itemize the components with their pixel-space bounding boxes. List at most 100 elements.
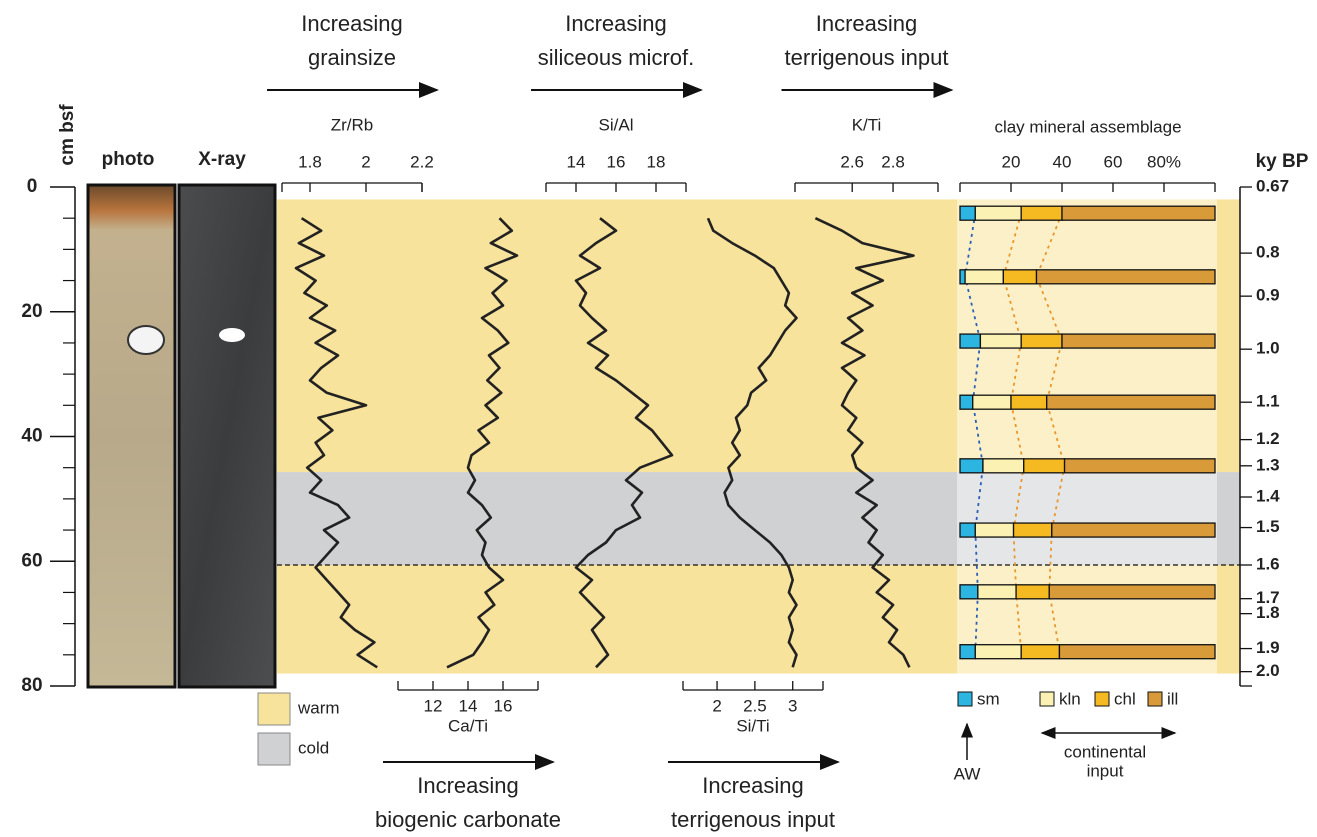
continental-label: continental	[1064, 742, 1146, 761]
clay-trend	[1035, 212, 1066, 652]
annotation: Increasing	[702, 773, 804, 798]
x-tick-label: 60	[1104, 152, 1123, 171]
x-tick-label: 20	[1002, 152, 1021, 171]
zone-band	[277, 472, 1240, 565]
y-tick-label: 0	[27, 176, 38, 197]
legend-swatch	[1147, 691, 1163, 707]
continental-label: input	[1087, 761, 1124, 780]
clay-segment	[1061, 205, 1216, 221]
depth-axis-label: cm bsf	[57, 104, 78, 166]
clay-segment	[959, 205, 976, 221]
clay-segment	[959, 394, 974, 410]
clay-segment	[959, 644, 976, 660]
legend-label: ill	[1167, 689, 1178, 708]
age-tick-label: 1.9	[1256, 638, 1280, 657]
panel-label: photo	[102, 149, 155, 170]
clay-segment	[1010, 394, 1048, 410]
annotation: grainsize	[308, 45, 396, 70]
age-tick-label: 1.2	[1256, 429, 1280, 448]
clay-segment	[1048, 584, 1216, 600]
axis-name: K/Ti	[852, 115, 882, 134]
annotation: biogenic carbonate	[375, 807, 561, 832]
aw-label: AW	[954, 764, 981, 783]
panel-label: X-ray	[198, 149, 246, 170]
age-axis-label: ky BP	[1256, 151, 1309, 172]
clay-segment	[1051, 522, 1216, 538]
profile-line	[814, 217, 915, 668]
clay-title: clay mineral assemblage	[994, 117, 1181, 136]
legend-swatch	[1039, 691, 1055, 707]
clay-trend	[964, 213, 984, 652]
legend-label: chl	[1114, 689, 1136, 708]
clay-segment	[959, 458, 984, 474]
legend-label: kln	[1059, 689, 1081, 708]
axis-name: Ca/Ti	[448, 716, 488, 735]
x-tick-label: 14	[459, 696, 478, 715]
x-tick-label: 12	[424, 696, 443, 715]
clast	[127, 325, 165, 355]
y-tick-label: 20	[21, 301, 42, 322]
clay-segment	[1015, 584, 1050, 600]
clay-segment	[959, 269, 966, 285]
profile-line	[706, 217, 798, 668]
x-tick-label: 16	[494, 696, 513, 715]
age-tick-label: 1.1	[1256, 392, 1280, 411]
x-tick-label: 2	[712, 696, 721, 715]
clay-segment	[974, 644, 1022, 660]
axis-name: Si/Ti	[736, 716, 769, 735]
clay-segment	[1046, 394, 1216, 410]
clay-segment	[1002, 269, 1038, 285]
clay-segment	[972, 394, 1012, 410]
x-tick-label: 2.8	[881, 152, 905, 171]
age-tick-label: 1.3	[1256, 455, 1280, 474]
clay-segment	[982, 458, 1025, 474]
x-tick-label: 14	[567, 152, 586, 171]
clay-segment	[959, 522, 976, 538]
clay-segment	[974, 522, 1015, 538]
x-tick-label: 2.5	[743, 696, 767, 715]
age-tick-label: 1.4	[1256, 486, 1280, 505]
clay-segment	[977, 584, 1017, 600]
clay-segment	[1012, 522, 1053, 538]
age-tick-label: 1.0	[1256, 339, 1280, 358]
legend-swatch	[257, 732, 291, 766]
age-tick-label: 0.67	[1256, 176, 1289, 195]
x-tick-label: 2.2	[410, 152, 434, 171]
core-xray	[177, 183, 277, 689]
legend-label: warm	[297, 698, 340, 717]
age-tick-label: 1.7	[1256, 588, 1280, 607]
y-tick-label: 80	[21, 675, 42, 696]
core-photo	[86, 183, 177, 689]
age-tick-label: 1.6	[1256, 554, 1280, 573]
clay-segment	[1058, 644, 1216, 660]
legend-label: sm	[977, 689, 1000, 708]
clay-trend	[1002, 212, 1025, 652]
clay-segment	[964, 269, 1004, 285]
clay-segment	[979, 333, 1022, 349]
x-tick-label: 1.8	[298, 152, 322, 171]
age-tick-label: 2.0	[1256, 661, 1280, 680]
clay-segment	[1020, 644, 1061, 660]
x-tick-label: 18	[647, 152, 666, 171]
profile-line	[294, 217, 378, 669]
x-tick-label: 2	[361, 152, 370, 171]
clay-segment	[1023, 458, 1066, 474]
clay-segment	[1020, 205, 1063, 221]
annotation: terrigenous input	[785, 45, 949, 70]
age-tick-label: 0.8	[1256, 243, 1280, 262]
legend-label: cold	[298, 738, 329, 757]
clay-segment	[959, 333, 982, 349]
annotation: Increasing	[565, 11, 667, 36]
profile-line	[446, 217, 519, 669]
profile-line	[574, 217, 674, 669]
xray-clast	[219, 328, 245, 342]
age-tick-label: 1.5	[1256, 517, 1280, 536]
age-tick-label: 0.9	[1256, 286, 1280, 305]
x-tick-label: 2.6	[840, 152, 864, 171]
annotation: Increasing	[417, 773, 519, 798]
clay-segment	[959, 584, 979, 600]
y-tick-label: 60	[21, 550, 42, 571]
x-tick-label: 40	[1053, 152, 1072, 171]
